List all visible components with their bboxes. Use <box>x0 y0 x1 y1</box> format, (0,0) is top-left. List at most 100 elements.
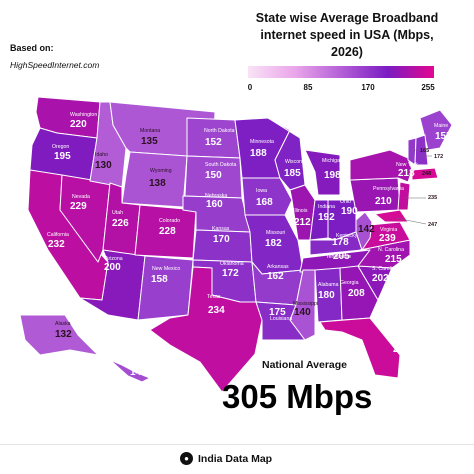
state-wy <box>121 151 188 208</box>
state-name-wy: Wyoming <box>150 168 172 174</box>
state-speed-il: 212 <box>294 217 311 228</box>
state-speed-wy: 138 <box>149 178 166 189</box>
state-speed-mo: 182 <box>265 238 282 249</box>
state-name-pa: Pennsylvania <box>373 186 404 192</box>
state-name-hi: Hawaii <box>133 358 149 364</box>
state-name-sd: South Dakota <box>205 162 237 168</box>
state-me <box>419 109 453 151</box>
state-speed-tx: 234 <box>208 305 225 316</box>
state-ga <box>339 265 379 321</box>
state-name-la: Louisiana <box>270 316 292 322</box>
state-speed-wv: 142 <box>358 224 375 235</box>
state-speed-ca: 232 <box>48 239 65 250</box>
state-ma <box>411 167 439 181</box>
state-speed-nc: 215 <box>385 254 402 265</box>
state-name-ne: Nebraska <box>205 193 227 199</box>
based-on-label: Based on: <box>10 43 54 53</box>
state-name-az: Arizona <box>105 256 123 262</box>
state-speed-id: 130 <box>95 160 112 171</box>
state-name-ar: Arkansas <box>267 264 289 270</box>
brand-name: India Data Map <box>198 452 273 465</box>
state-name-me: Maine <box>434 123 448 129</box>
state-name-nc: N. Carolina <box>378 247 404 253</box>
state-speed-nj: 235 <box>428 195 437 201</box>
state-name-va: Virginia <box>380 227 397 233</box>
state-name-or: Oregon <box>52 144 69 150</box>
state-speed-ga: 208 <box>348 288 365 299</box>
footer-divider <box>0 444 474 445</box>
state-speed-mi: 198 <box>324 170 341 181</box>
state-name-wa: Washington <box>70 112 97 118</box>
state-nh <box>414 134 429 166</box>
state-speed-ne: 160 <box>206 199 223 210</box>
state-name-mo: Missouri <box>266 230 285 236</box>
state-speed-oh: 190 <box>341 206 358 217</box>
legend-tick-255: 255 <box>421 83 435 92</box>
state-speed-co: 228 <box>159 226 176 237</box>
state-speed-mt: 135 <box>141 136 158 147</box>
state-name-ky: Kentucky <box>336 233 358 239</box>
source-credit: HighSpeedInternet.com <box>10 60 100 70</box>
state-name-mn: Minnesota <box>250 139 274 145</box>
state-name-nm: New Mexico <box>152 266 180 272</box>
state-speed-tn: 205 <box>333 251 350 262</box>
state-name-in: Indiana <box>318 204 335 210</box>
state-speed-ak: 132 <box>55 329 72 340</box>
state-speed-ma: 248 <box>422 171 431 177</box>
state-name-ks: Kansas <box>212 226 230 232</box>
state-name-fl: Florida <box>393 338 409 344</box>
state-name-oh: Ohio <box>340 199 351 205</box>
state-ny <box>349 149 413 183</box>
state-name-mi: Michigan <box>322 158 343 164</box>
state-name-nv: Nevada <box>72 194 90 200</box>
state-name-ms: Mississippi <box>293 301 318 307</box>
state-name-ia: Iowa <box>256 188 267 194</box>
state-name-sc: S. Carolina <box>372 266 398 272</box>
state-wi <box>267 117 306 191</box>
state-name-ok: Oklahoma <box>220 261 244 267</box>
state-name-ca: California <box>47 232 69 238</box>
state-speed-wa: 220 <box>70 119 87 130</box>
state-speed-md: 247 <box>428 222 437 228</box>
state-name-tn: Tennessee <box>326 254 351 260</box>
state-speed-hi: 145 <box>130 367 147 378</box>
state-name-il: Illinois <box>293 208 308 214</box>
national-average-label: National Average <box>262 359 347 371</box>
state-fl <box>319 317 401 379</box>
title-line-1: State wise Average Broadband <box>255 11 439 25</box>
state-name-tx: Texas <box>207 294 221 300</box>
state-ms <box>289 269 316 341</box>
state-speed-ok: 172 <box>222 268 239 279</box>
state-tx <box>149 266 263 393</box>
state-speed-nh: 172 <box>434 154 443 160</box>
state-speed-va: 239 <box>379 233 396 244</box>
map-pin-icon: ● <box>180 452 193 465</box>
state-speed-ar: 162 <box>267 271 284 282</box>
state-speed-ky: 178 <box>332 237 349 248</box>
state-name-id: Idaho <box>95 152 108 158</box>
state-speed-me: 155 <box>435 131 452 142</box>
state-speed-ia: 168 <box>256 197 273 208</box>
state-speed-fl: 241 <box>393 344 410 355</box>
state-name-ny: New York <box>396 162 418 168</box>
state-speed-nv: 229 <box>70 201 87 212</box>
state-speed-ms: 140 <box>294 307 311 318</box>
callout-line-md <box>395 217 427 225</box>
legend-color-scale <box>248 66 434 78</box>
state-speed-ut: 226 <box>112 218 129 229</box>
title-line-2: internet speed in USA (Mbps, <box>260 28 434 42</box>
map-title: State wise Average Broadband internet sp… <box>232 10 462 61</box>
legend-tick-170: 170 <box>361 83 375 92</box>
brand-logo: ● India Data Map <box>180 452 272 465</box>
state-speed-nm: 158 <box>151 274 168 285</box>
state-speed-vt: 165 <box>420 148 429 154</box>
state-name-ak: Alaska <box>55 321 71 327</box>
state-speed-al: 180 <box>318 290 335 301</box>
state-ia <box>241 177 293 216</box>
state-speed-la: 175 <box>269 307 286 318</box>
legend-tick-85: 85 <box>303 83 313 92</box>
state-name-al: Alabama <box>318 282 339 288</box>
state-name-ut: Utah <box>112 210 123 216</box>
state-speed-sc: 202 <box>372 273 389 284</box>
